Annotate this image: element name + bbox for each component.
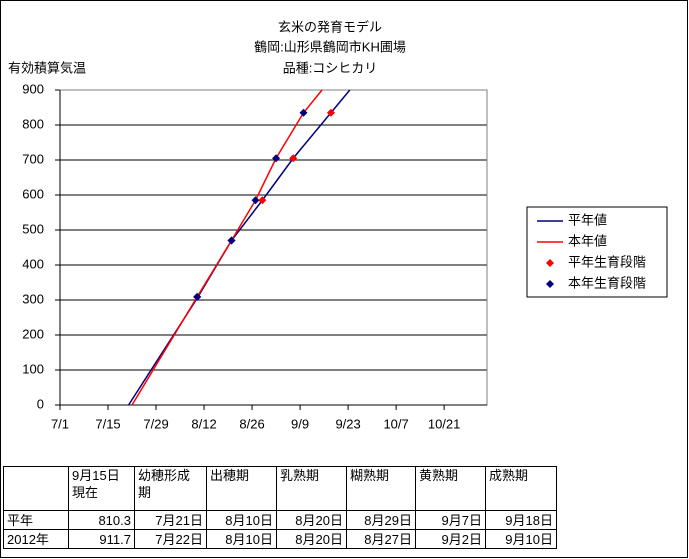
series-point — [326, 108, 335, 117]
header-cell: 出穂期 — [206, 466, 277, 511]
header-cell: 糊熟期 — [346, 466, 416, 511]
header-cell: 幼穂形成期 — [134, 466, 207, 511]
y-tick-label: 700 — [22, 151, 44, 166]
x-tick-label: 10/7 — [383, 416, 408, 431]
data-cell: 7月21日 — [134, 510, 207, 530]
row-label: 平年 — [3, 510, 69, 530]
header-text: 成熟期 — [489, 468, 529, 483]
header-cell — [3, 466, 69, 511]
header-text: 糊熟期 — [350, 468, 390, 483]
legend-label: 本年生育段階 — [568, 275, 646, 290]
header-text: 出穂期 — [210, 468, 250, 483]
data-cell: 8月20日 — [276, 529, 347, 549]
legend-label: 平年値 — [568, 212, 607, 227]
data-cell: 9月10日 — [485, 529, 557, 549]
header-text: 9月15日 — [72, 468, 120, 483]
y-tick-label: 800 — [22, 116, 44, 131]
series-line — [131, 89, 323, 406]
data-cell: 8月20日 — [276, 510, 347, 530]
y-tick-label: 200 — [22, 326, 44, 341]
header-text: 乳熟期 — [280, 468, 320, 483]
data-cell: 8月29日 — [346, 510, 416, 530]
x-tick-label: 7/29 — [143, 416, 168, 431]
y-tick-label: 500 — [22, 221, 44, 236]
legend-swatch — [546, 280, 554, 288]
header-text: 現在 — [72, 485, 99, 500]
data-cell: 810.3 — [68, 510, 135, 530]
y-tick-label: 600 — [22, 186, 44, 201]
y-tick-label: 300 — [22, 291, 44, 306]
chart-title: 玄米の発育モデル — [278, 19, 382, 34]
header-cell: 成熟期 — [485, 466, 557, 511]
series-point — [299, 108, 308, 117]
y-tick-label: 400 — [22, 256, 44, 271]
series-point — [272, 154, 281, 163]
data-cell: 911.7 — [68, 529, 135, 549]
data-cell: 9月18日 — [485, 510, 557, 530]
x-tick-label: 9/9 — [291, 416, 309, 431]
header-cell: 9月15日現在 — [68, 466, 135, 511]
header-row: 9月15日 現在 幼穂形成期出穂期 乳熟期 糊熟期 黄熟期 成熟期 — [3, 466, 557, 511]
x-tick-label: 8/12 — [191, 416, 216, 431]
chart-title: 品種:コシヒカリ — [283, 60, 378, 75]
legend-label: 本年値 — [568, 233, 607, 248]
series-point — [289, 154, 298, 163]
header-text: 黄熟期 — [419, 468, 459, 483]
y-tick-label: 0 — [37, 396, 44, 411]
series-point — [258, 196, 267, 205]
x-tick-label: 7/1 — [51, 416, 69, 431]
data-row: 2012年 911.7 7月22日 8月10日 8月20日 8月27日 9月2日 9月10日 — [3, 529, 557, 549]
data-row: 平年 810.3 7月21日 8月10日 8月20日 8月29日 9月7日 9月18日 — [3, 510, 557, 530]
y-axis-label: 有効積算気温 — [8, 60, 86, 75]
legend-label: 平年生育段階 — [568, 254, 646, 269]
x-tick-label: 8/26 — [239, 416, 264, 431]
y-tick-label: 900 — [22, 81, 44, 96]
data-cell: 8月27日 — [346, 529, 416, 549]
data-cell: 9月7日 — [415, 510, 486, 530]
data-cell: 8月10日 — [206, 510, 277, 530]
x-tick-label: 10/21 — [428, 416, 461, 431]
plot-border — [59, 89, 488, 406]
series-line — [127, 89, 351, 406]
header-text: 幼穂形成 — [138, 468, 191, 483]
data-cell: 7月22日 — [134, 529, 207, 549]
series-point — [251, 196, 260, 205]
header-cell: 黄熟期 — [415, 466, 486, 511]
series-point — [227, 236, 236, 245]
header-cell: 乳熟期 — [276, 466, 347, 511]
legend-swatch — [546, 259, 554, 267]
y-tick-label: 100 — [22, 361, 44, 376]
data-cell: 8月10日 — [206, 529, 277, 549]
x-tick-label: 9/23 — [335, 416, 360, 431]
header-text: 期 — [138, 485, 152, 500]
data-cell: 9月2日 — [415, 529, 486, 549]
row-label: 2012年 — [3, 529, 69, 549]
stage-table: 9月15日 現在 幼穂形成期出穂期 乳熟期 糊熟期 黄熟期 成熟期 平年 810.3 7月21日… — [3, 466, 557, 549]
series-point — [193, 292, 202, 301]
chart-title: 鶴岡:山形県鶴岡市KH圃場 — [254, 39, 406, 54]
x-tick-label: 7/15 — [95, 416, 120, 431]
